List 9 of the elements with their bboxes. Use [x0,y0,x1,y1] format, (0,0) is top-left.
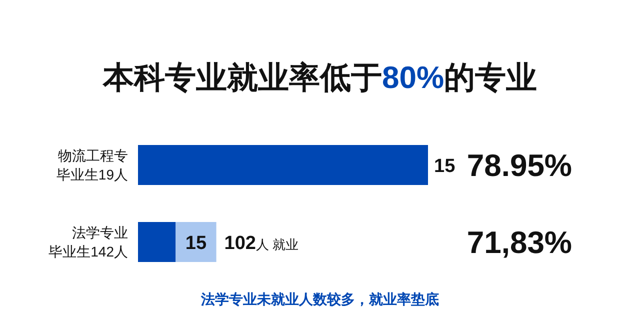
text: 78.95% [466,148,572,183]
text: 71,83% [466,225,572,260]
y-tick-label: 物流工程专毕业生19人 [56,148,128,182]
annotation: 15 [185,233,207,254]
y-tick-label: 法学专业毕业生142人 [48,224,128,260]
text: 15 [434,156,456,177]
text: 法学专业未就业人数较多，就业率垫底 [200,291,439,307]
chart-title: 本科专业就业率低于80%的专业 [102,60,538,95]
annotation: 102人 就业 [224,233,299,254]
